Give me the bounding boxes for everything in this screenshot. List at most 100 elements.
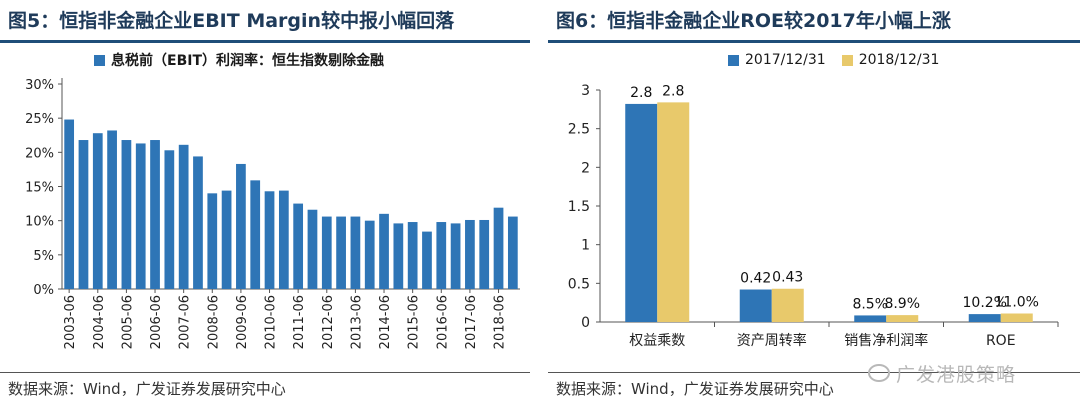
right-x-category-label: 资产周转率 bbox=[737, 332, 807, 349]
right-y-tick-label: 1 bbox=[581, 238, 590, 254]
right-bar-data-label: 2.8 bbox=[662, 83, 684, 99]
left-y-tick-label: 25% bbox=[25, 112, 54, 127]
left-x-tick-label: 2011-06 bbox=[292, 295, 307, 349]
left-bar bbox=[78, 140, 89, 289]
left-bar bbox=[379, 213, 389, 289]
right-y-tick-label: 0 bbox=[581, 315, 590, 331]
left-chart-plot: 0% 5% 10% 15% 20% 25% 30% 2003-06 2004-06 2005-06… bbox=[25, 78, 520, 349]
right-legend-item-2017: 2017/12/31 bbox=[728, 52, 826, 68]
right-y-tick-label: 2.5 bbox=[568, 122, 590, 138]
right-bar bbox=[1000, 313, 1033, 322]
left-bar bbox=[92, 133, 103, 289]
left-y-tick-label: 5% bbox=[33, 249, 54, 264]
left-legend-label: 息税前（EBIT）利润率：恒生指数剔除金融 bbox=[111, 53, 384, 69]
right-bar-data-label: 8.5% bbox=[852, 296, 888, 312]
left-x-tick-label: 2016-06 bbox=[435, 295, 450, 349]
left-bar bbox=[393, 223, 404, 289]
left-x-tick-label: 2009-06 bbox=[235, 295, 250, 349]
left-legend-swatch bbox=[94, 54, 105, 66]
right-bar bbox=[968, 314, 1001, 322]
left-bar bbox=[479, 219, 490, 289]
left-legend-item: 息税前（EBIT）利润率：恒生指数剔除金融 bbox=[94, 50, 384, 70]
left-y-tick-label: 0% bbox=[33, 283, 54, 298]
right-x-category-label: 销售净利润率 bbox=[844, 332, 928, 349]
right-bar-data-label: 2.8 bbox=[630, 85, 652, 101]
left-x-tick-label: 2008-06 bbox=[206, 295, 221, 349]
left-bar bbox=[321, 216, 332, 289]
left-bar bbox=[407, 222, 418, 289]
wechat-icon bbox=[868, 364, 890, 382]
right-chart-panel: 图6：恒指非金融企业ROE较2017年小幅上涨 2017/12/31 2018/… bbox=[548, 0, 1080, 420]
right-legend-item-2018: 2018/12/31 bbox=[841, 52, 940, 68]
left-x-tick-label: 2006-06 bbox=[149, 295, 164, 349]
left-bar bbox=[336, 216, 346, 289]
right-legend-label-2018: 2018/12/31 bbox=[858, 52, 940, 68]
watermark: 广发港股策略 bbox=[868, 360, 1016, 387]
right-source-note: 数据来源：Wind，广发证券发展研究中心 bbox=[556, 380, 834, 398]
left-bar bbox=[493, 207, 504, 289]
right-bar-data-label: 0.43 bbox=[772, 270, 803, 286]
left-y-tick-label: 15% bbox=[25, 181, 54, 196]
left-bar bbox=[307, 209, 318, 289]
left-bar bbox=[350, 216, 361, 289]
left-bar bbox=[236, 163, 246, 289]
left-bar bbox=[164, 150, 175, 289]
left-x-tick-label: 2007-06 bbox=[178, 295, 193, 349]
right-legend-swatch-2018 bbox=[841, 54, 853, 66]
left-bar bbox=[121, 140, 132, 289]
right-y-tick-label: 1.5 bbox=[568, 199, 590, 215]
right-chart-plot: 0 0.5 1 1.5 2 2.5 3 2.8 2.8 权益乘数 0.42 0.43 资产周转率 8.5%… bbox=[568, 83, 1059, 349]
left-x-tick-label: 2005-06 bbox=[120, 295, 135, 349]
left-bar bbox=[465, 219, 475, 289]
left-bar bbox=[422, 231, 432, 289]
left-x-tick-label: 2014-06 bbox=[378, 295, 393, 349]
right-legend-swatch-2017 bbox=[728, 54, 739, 66]
right-bar-data-label: 0.42 bbox=[740, 271, 771, 287]
right-x-category-label: 权益乘数 bbox=[629, 333, 685, 349]
left-legend: 息税前（EBIT）利润率：恒生指数剔除金融 bbox=[94, 50, 384, 70]
left-x-tick-label: 2018-06 bbox=[493, 295, 508, 349]
right-bar bbox=[771, 288, 804, 322]
left-chart-title: 图5：恒指非金融企业EBIT Margin较中报小幅回落 bbox=[8, 10, 455, 32]
left-x-tick-label: 2010-06 bbox=[264, 295, 279, 349]
left-title-rule bbox=[0, 40, 530, 43]
right-bar bbox=[886, 315, 919, 322]
left-bar bbox=[450, 223, 461, 289]
left-bar bbox=[436, 222, 447, 289]
left-bar bbox=[507, 216, 518, 289]
left-source-rule bbox=[0, 372, 530, 373]
right-bar-data-label: 8.9% bbox=[884, 296, 920, 312]
right-bar bbox=[657, 102, 690, 322]
right-y-tick-label: 3 bbox=[581, 83, 590, 99]
left-bar bbox=[64, 119, 75, 290]
left-bar bbox=[221, 190, 232, 289]
right-chart-title: 图6：恒指非金融企业ROE较2017年小幅上涨 bbox=[556, 10, 951, 32]
left-bar bbox=[207, 193, 218, 289]
right-legend: 2017/12/31 2018/12/31 bbox=[728, 52, 939, 68]
right-title-rule bbox=[548, 40, 1080, 43]
right-bar-data-label: 11.0% bbox=[995, 294, 1039, 310]
left-x-tick-label: 2003-06 bbox=[63, 295, 78, 349]
left-bar bbox=[135, 143, 146, 289]
right-bar bbox=[625, 103, 658, 322]
left-source-note: 数据来源：Wind，广发证券发展研究中心 bbox=[8, 380, 286, 398]
right-bar-data-label: 10.2% bbox=[963, 295, 1007, 311]
left-x-tick-label: 2015-06 bbox=[407, 295, 422, 349]
left-x-tick-label: 2017-06 bbox=[464, 295, 479, 349]
watermark-text: 广发港股策略 bbox=[896, 364, 1017, 386]
right-bar bbox=[739, 289, 772, 322]
right-bar bbox=[854, 315, 887, 322]
right-y-tick-label: 2 bbox=[581, 160, 590, 176]
left-x-tick-label: 2004-06 bbox=[92, 295, 107, 349]
left-bar bbox=[250, 180, 261, 289]
left-bar bbox=[107, 130, 117, 289]
right-source-rule bbox=[548, 372, 1080, 373]
left-bar bbox=[193, 156, 203, 289]
left-y-tick-label: 10% bbox=[25, 215, 54, 230]
left-bar bbox=[364, 220, 375, 289]
left-bar bbox=[178, 144, 189, 289]
left-bar bbox=[293, 203, 304, 289]
left-y-tick-label: 20% bbox=[25, 146, 54, 161]
left-bar bbox=[278, 190, 289, 289]
left-x-tick-label: 2012-06 bbox=[321, 295, 336, 349]
